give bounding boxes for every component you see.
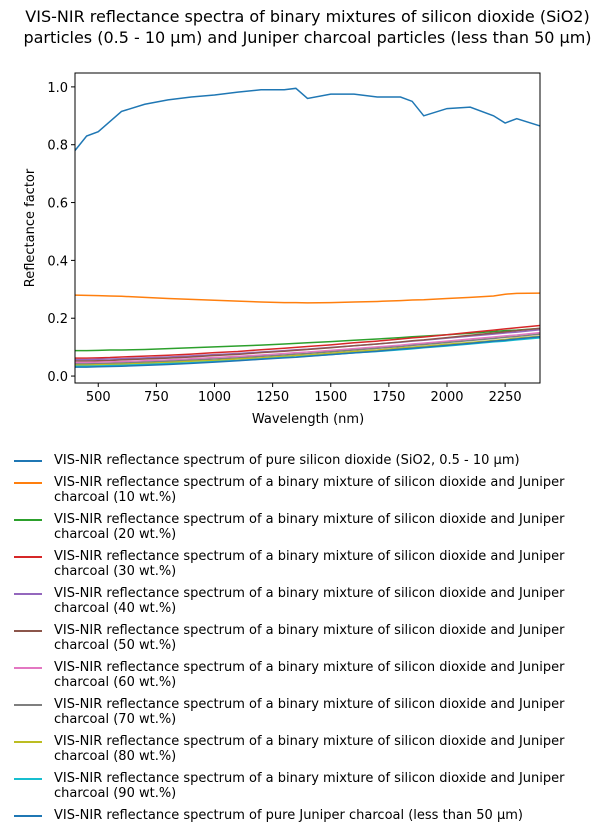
legend-label: VIS-NIR reflectance spectrum of a binary… <box>54 549 565 579</box>
legend-entry: VIS-NIR reflectance spectrum of a binary… <box>14 586 604 616</box>
y-tick-label: 0.8 <box>47 139 68 154</box>
legend-entry: VIS-NIR reflectance spectrum of a binary… <box>14 512 604 542</box>
x-tick-label: 1750 <box>372 390 405 405</box>
series-line <box>75 333 541 365</box>
legend-entry: VIS-NIR reflectance spectrum of a binary… <box>14 623 604 653</box>
legend: VIS-NIR reflectance spectrum of pure sil… <box>14 453 604 830</box>
legend-label: VIS-NIR reflectance spectrum of a binary… <box>54 660 565 690</box>
x-tick-label: 1250 <box>256 390 289 405</box>
legend-entry: VIS-NIR reflectance spectrum of a binary… <box>14 475 604 505</box>
legend-swatch <box>14 815 42 817</box>
series-line <box>75 335 541 368</box>
legend-entry: VIS-NIR reflectance spectrum of a binary… <box>14 660 604 690</box>
plot-frame <box>74 72 541 384</box>
x-tick-label: 2000 <box>430 390 463 405</box>
legend-label: VIS-NIR reflectance spectrum of a binary… <box>54 697 565 727</box>
legend-label: VIS-NIR reflectance spectrum of pure Jun… <box>54 808 523 823</box>
y-tick-label: 0.4 <box>47 254 68 269</box>
series-line <box>75 331 541 364</box>
y-tick-label: 0.6 <box>47 197 68 212</box>
series-line <box>75 327 541 362</box>
legend-swatch <box>14 741 42 743</box>
y-tick-label: 0.0 <box>47 370 68 385</box>
series-line <box>74 292 541 304</box>
series-line <box>75 335 541 366</box>
legend-swatch <box>14 667 42 669</box>
legend-entry: VIS-NIR reflectance spectrum of a binary… <box>14 734 604 764</box>
legend-swatch <box>14 630 42 632</box>
legend-label: VIS-NIR reflectance spectrum of a binary… <box>54 512 565 542</box>
series-line <box>74 87 541 151</box>
legend-swatch <box>14 704 42 706</box>
legend-entry: VIS-NIR reflectance spectrum of a binary… <box>14 771 604 801</box>
x-tick-label: 750 <box>144 390 169 405</box>
legend-label: VIS-NIR reflectance spectrum of pure sil… <box>54 453 520 468</box>
chart-title: VIS-NIR reflectance spectra of binary mi… <box>23 7 592 47</box>
y-tick-label: 0.2 <box>47 312 68 327</box>
legend-swatch <box>14 778 42 780</box>
y-axis-label: Reflectance factor <box>23 168 38 287</box>
x-tick-label: 2250 <box>489 390 522 405</box>
legend-label: VIS-NIR reflectance spectrum of a binary… <box>54 771 565 801</box>
x-tick-label: 1500 <box>314 390 347 405</box>
chart: Wavelength (nm) Reflectance factor 500 75… <box>23 72 541 427</box>
legend-entry: VIS-NIR reflectance spectrum of a binary… <box>14 697 604 727</box>
legend-swatch <box>14 460 42 462</box>
x-tick-label: 1000 <box>198 390 231 405</box>
legend-label: VIS-NIR reflectance spectrum of a binary… <box>54 734 565 764</box>
legend-entry: VIS-NIR reflectance spectrum of pure Jun… <box>14 808 604 823</box>
legend-label: VIS-NIR reflectance spectrum of a binary… <box>54 586 565 616</box>
legend-swatch <box>14 556 42 558</box>
legend-swatch <box>14 593 42 595</box>
legend-label: VIS-NIR reflectance spectrum of a binary… <box>54 623 565 653</box>
y-tick-label: 1.0 <box>47 81 68 96</box>
x-axis-label: Wavelength (nm) <box>252 412 364 427</box>
legend-label: VIS-NIR reflectance spectrum of a binary… <box>54 475 565 505</box>
legend-swatch <box>14 519 42 521</box>
legend-entry: VIS-NIR reflectance spectrum of pure sil… <box>14 453 604 468</box>
legend-entry: VIS-NIR reflectance spectrum of a binary… <box>14 549 604 579</box>
series-line <box>75 324 541 359</box>
legend-swatch <box>14 482 42 484</box>
x-tick-label: 500 <box>86 390 111 405</box>
